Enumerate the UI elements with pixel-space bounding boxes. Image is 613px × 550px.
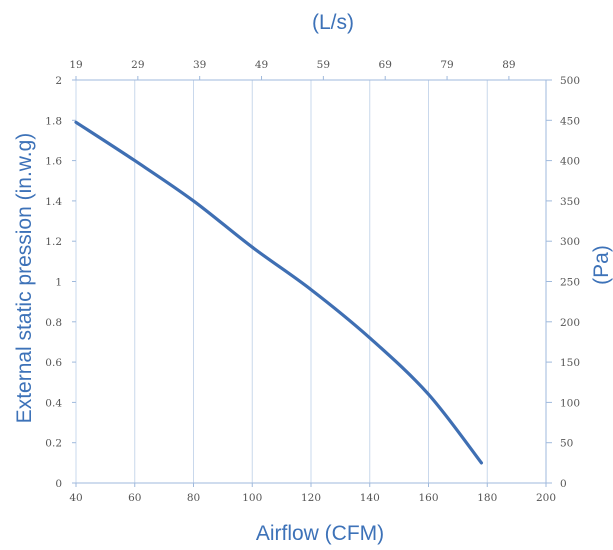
y2-axis-title: (Pa) — [590, 245, 613, 285]
x2-axis-title: (L/s) — [312, 11, 354, 34]
y-axis-title: External static pression (in.w.g) — [13, 133, 36, 424]
grid — [75, 80, 547, 483]
x-tick-label-0: 40 — [69, 492, 82, 504]
y2-tick-label-6: 300 — [560, 236, 580, 248]
y-tick-label-4: 0.8 — [45, 317, 62, 329]
y-tick-label-9: 1.8 — [45, 115, 62, 127]
y-tick-label-8: 1.6 — [45, 156, 62, 168]
y2-tick-label-2: 100 — [560, 397, 580, 409]
x-axis-ticks: 40 60 80 100 120 140 160 180 200 — [69, 483, 556, 504]
x-axis-title: Airflow (CFM) — [256, 522, 384, 545]
series-line-0 — [74, 120, 483, 465]
x-tick-label-8: 200 — [536, 492, 556, 504]
x2-tick-label-3: 49 — [255, 59, 268, 71]
series-group — [74, 120, 483, 465]
x-tick-label-4: 120 — [301, 492, 321, 504]
y-tick-label-1: 0.2 — [45, 438, 62, 450]
y2-tick-label-5: 250 — [560, 277, 580, 289]
x2-tick-label-5: 69 — [379, 59, 392, 71]
y2-tick-label-3: 150 — [560, 357, 580, 369]
y-tick-label-5: 1 — [55, 277, 62, 289]
y2-tick-label-10: 500 — [560, 75, 580, 87]
x-tick-label-2: 80 — [187, 492, 200, 504]
y-axis-ticks: 0 0.2 0.4 0.6 0.8 1 1.2 1.4 1.6 1.8 2 — [45, 75, 76, 490]
x-tick-label-7: 180 — [477, 492, 497, 504]
x-tick-label-5: 140 — [360, 492, 380, 504]
y-tick-label-2: 0.4 — [45, 397, 62, 409]
y-tick-label-7: 1.4 — [45, 196, 62, 208]
x-tick-label-1: 60 — [128, 492, 141, 504]
y-tick-label-3: 0.6 — [45, 357, 62, 369]
x2-tick-label-6: 79 — [440, 59, 453, 71]
y2-tick-label-7: 350 — [560, 196, 580, 208]
x2-tick-label-4: 59 — [317, 59, 330, 71]
x-tick-label-6: 160 — [418, 492, 438, 504]
y2-axis-ticks: 0 50 100 150 200 250 300 350 400 450 500 — [546, 75, 580, 490]
x-tick-label-3: 100 — [242, 492, 262, 504]
y2-tick-label-4: 200 — [560, 317, 580, 329]
y2-tick-label-8: 400 — [560, 156, 580, 168]
x2-tick-label-2: 39 — [193, 59, 206, 71]
x2-tick-label-1: 29 — [131, 59, 144, 71]
y-tick-label-6: 1.2 — [45, 236, 62, 248]
y2-tick-label-9: 450 — [560, 115, 580, 127]
y-tick-label-10: 2 — [55, 75, 62, 87]
x2-tick-label-7: 89 — [502, 59, 515, 71]
y2-tick-label-1: 50 — [560, 438, 573, 450]
x2-tick-label-0: 19 — [69, 59, 82, 71]
x2-axis-ticks: 19 29 39 49 59 69 79 89 — [69, 59, 516, 80]
y2-tick-label-0: 0 — [560, 478, 567, 490]
y-tick-label-0: 0 — [55, 478, 62, 490]
